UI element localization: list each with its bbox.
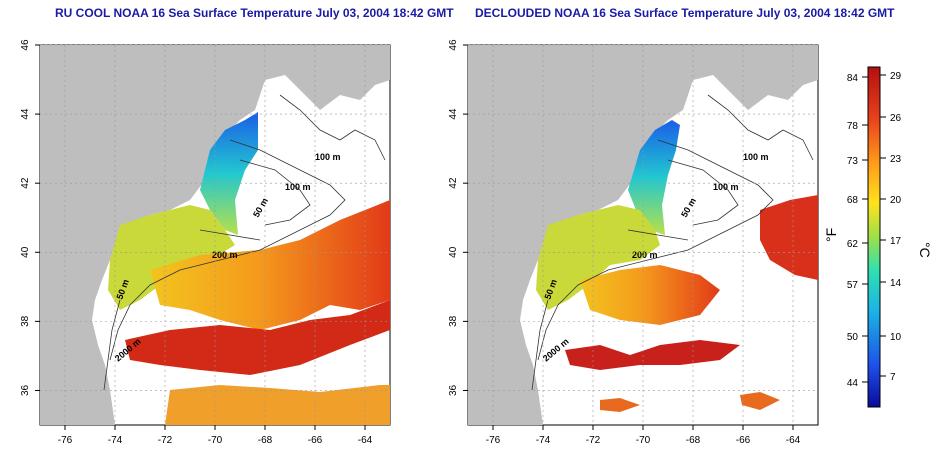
cool-water-region — [628, 120, 680, 235]
fahrenheit-tick-label: 50 — [847, 332, 859, 343]
gulf-stream-region — [565, 340, 740, 370]
longitude-tick-label: -70 — [636, 435, 651, 446]
latitude-tick-label: 36 — [448, 384, 459, 396]
latitude-tick-label: 38 — [448, 315, 459, 327]
latitude-tick-label: 38 — [20, 315, 31, 327]
longitude-tick-label: -68 — [258, 435, 273, 446]
fahrenheit-tick-label: 44 — [847, 378, 859, 389]
bathymetry-contours — [103, 94, 386, 391]
latitude-tick-label: 42 — [20, 177, 31, 189]
latitude-tick-label: 36 — [20, 384, 31, 396]
contour-label: 200 m — [632, 250, 658, 260]
warm-water-region — [580, 265, 720, 325]
latitude-tick-label: 46 — [448, 39, 459, 51]
cool-water-region — [200, 112, 258, 235]
shelf-water-region — [108, 205, 235, 310]
latitude-tick-label: 40 — [448, 246, 459, 258]
contour-label: 100 m — [315, 152, 341, 162]
fahrenheit-tick-label: 62 — [847, 239, 859, 250]
longitude-tick-label: -74 — [536, 435, 551, 446]
longitude-tick-label: -74 — [108, 435, 123, 446]
right-map-panel: 100 m 100 m 50 m 200 m 50 m 2000 m -76 -7… — [448, 39, 819, 446]
fahrenheit-tick-label: 78 — [847, 121, 859, 132]
longitude-tick-label: -64 — [786, 435, 801, 446]
fahrenheit-tick-label: 57 — [847, 280, 859, 291]
latitude-tick-label: 44 — [20, 108, 31, 120]
longitude-tick-label: -64 — [358, 435, 373, 446]
fahrenheit-tick-label: 84 — [847, 73, 859, 84]
warm-water-region — [760, 195, 818, 280]
longitude-tick-label: -76 — [58, 435, 73, 446]
fahrenheit-unit-label: °F — [823, 228, 839, 242]
latitude-tick-label: 40 — [20, 246, 31, 258]
latitude-tick-label: 46 — [20, 39, 31, 51]
longitude-tick-label: -66 — [308, 435, 323, 446]
warm-water-region — [150, 200, 390, 330]
south-warm-region — [600, 398, 640, 412]
gulf-stream-region — [125, 300, 390, 375]
contour-label: 100 m — [743, 152, 769, 162]
south-warm-region — [165, 385, 390, 425]
celsius-tick-label: 7 — [890, 372, 896, 383]
contour-label: 100 m — [285, 182, 311, 192]
celsius-tick-label: 17 — [890, 236, 902, 247]
land-mass — [468, 45, 818, 425]
celsius-unit-label: °C — [917, 242, 933, 258]
longitude-tick-label: -68 — [686, 435, 701, 446]
fahrenheit-tick-label: 73 — [847, 156, 859, 167]
temperature-colorbar: 84 78 73 68 62 57 50 44 29 26 23 20 17 14 10 7 °F °C — [823, 66, 933, 408]
celsius-tick-label: 10 — [890, 332, 902, 343]
shelf-water-region — [536, 205, 660, 310]
longitude-tick-label: -76 — [486, 435, 501, 446]
contour-label: 100 m — [713, 182, 739, 192]
land-mass — [40, 45, 390, 425]
south-warm-region — [740, 392, 780, 410]
longitude-tick-label: -72 — [586, 435, 601, 446]
longitude-tick-label: -72 — [158, 435, 173, 446]
bathymetry-contours — [531, 94, 814, 391]
celsius-tick-label: 26 — [890, 113, 902, 124]
fahrenheit-tick-label: 68 — [847, 195, 859, 206]
left-map-panel: 100 m 100 m 50 m 200 m 50 m 2000 m -76 -7… — [20, 39, 391, 446]
longitude-tick-label: -70 — [208, 435, 223, 446]
latitude-tick-label: 44 — [448, 108, 459, 120]
left-map-title: RU COOL NOAA 16 Sea Surface Temperature … — [55, 6, 454, 20]
celsius-tick-label: 14 — [890, 278, 902, 289]
latitude-tick-label: 42 — [448, 177, 459, 189]
longitude-tick-label: -66 — [736, 435, 751, 446]
contour-label: 200 m — [212, 250, 238, 260]
celsius-tick-label: 23 — [890, 154, 902, 165]
celsius-tick-label: 20 — [890, 195, 902, 206]
celsius-tick-label: 29 — [890, 71, 902, 82]
right-map-title: DECLOUDED NOAA 16 Sea Surface Temperatur… — [475, 6, 895, 20]
